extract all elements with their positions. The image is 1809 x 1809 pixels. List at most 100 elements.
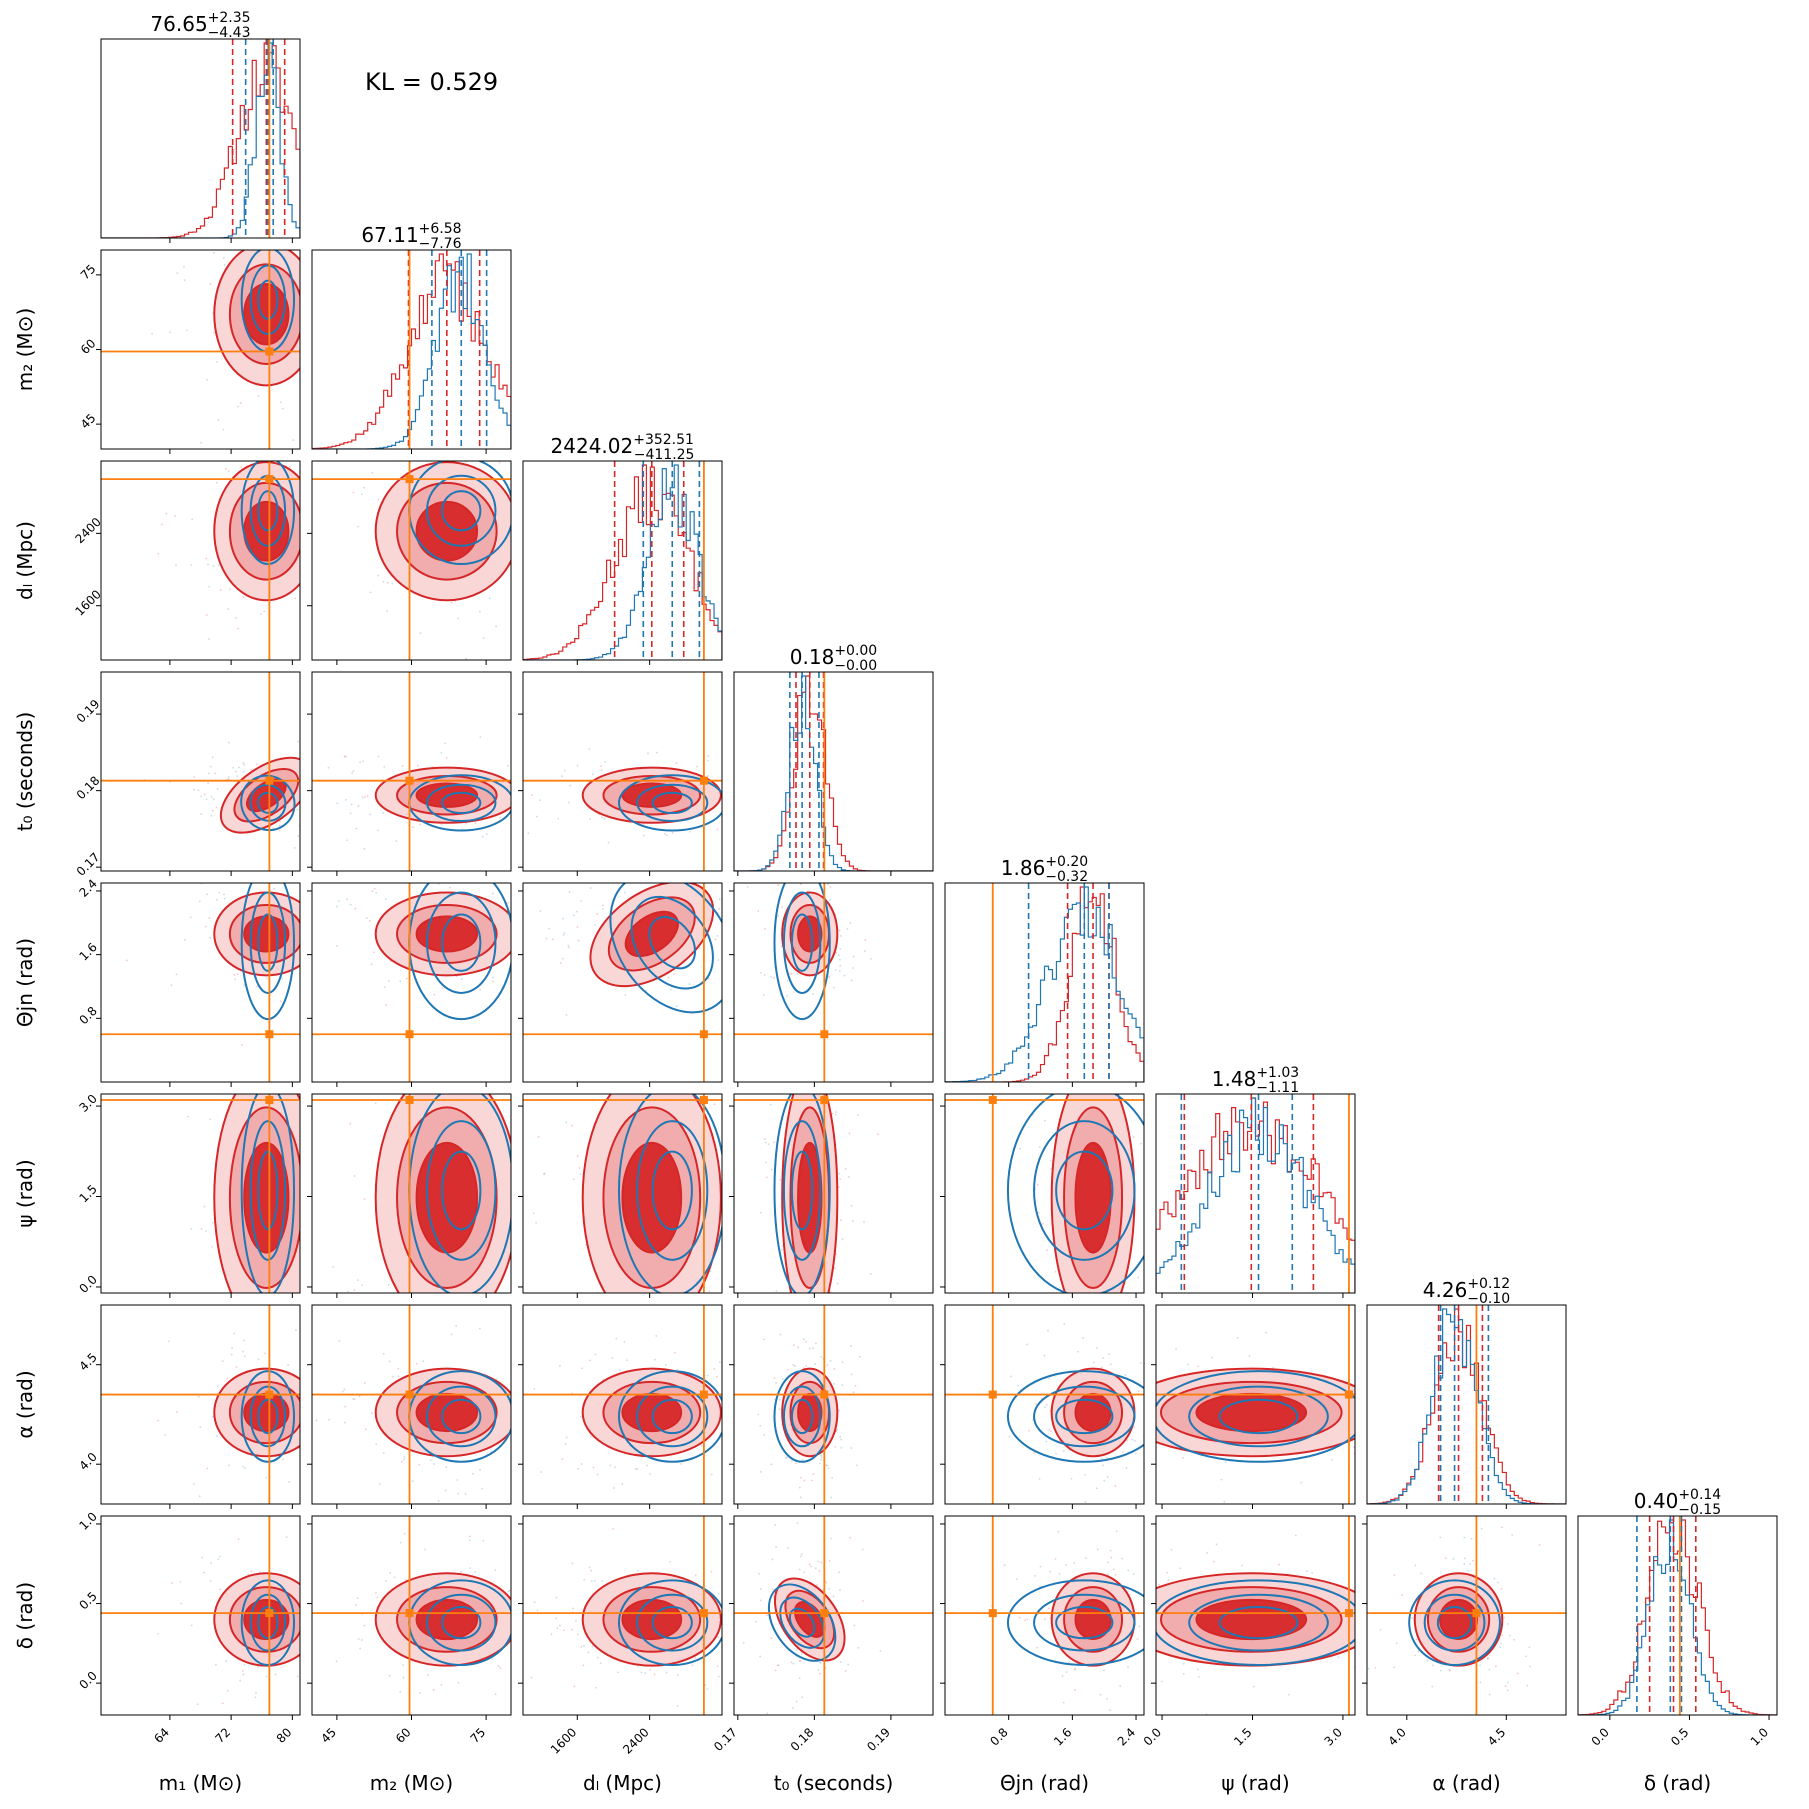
sample-point [826,1464,829,1467]
sample-point [206,1467,209,1470]
sample-point [611,1357,614,1359]
sample-point [1026,1618,1029,1621]
sample-point [1170,1548,1173,1551]
sample-point [1153,1617,1155,1619]
x-tick-label: 0.0 [1589,1725,1612,1748]
panel-frame [522,1515,723,1716]
sample-point [714,938,717,941]
sample-point [1212,1560,1215,1563]
sample-point [760,1415,762,1417]
sample-point [303,864,305,866]
blue-contour-level [782,891,822,994]
y-tick-label: 0.5 [76,1589,99,1612]
panel-frame [311,249,512,450]
sample-point [227,741,230,744]
sample-point [515,570,517,572]
sample-point [1506,1623,1509,1625]
x-tick-label: 0.8 [987,1725,1010,1748]
sample-point [207,772,210,775]
sample-point [351,1240,353,1242]
sample-point [655,1335,658,1337]
sample-point [1025,1391,1027,1393]
sample-point [531,1551,533,1553]
sample-point [717,959,720,962]
sample-point [1362,1417,1364,1419]
sample-point [1140,1667,1142,1669]
red-contour-level [797,915,823,953]
sample-point [295,1329,297,1331]
sample-point [827,883,829,886]
sample-point [1197,1365,1199,1368]
sample-point [571,1628,573,1631]
blue-contour-level [240,883,296,1021]
sample-point [743,949,745,951]
sample-point [649,1668,652,1671]
sample-point [180,1602,183,1605]
sample-point [862,1600,864,1602]
truth-marker [820,1390,829,1399]
sample-point [801,1696,804,1699]
sample-point [803,1348,805,1350]
panel-frame [100,1304,301,1505]
sample-point [796,1346,799,1349]
sample-point [250,768,253,771]
sample-point [657,856,659,858]
sample-point [213,1324,215,1326]
sample-point [418,1475,420,1477]
sample-point [592,1466,595,1469]
sample-point [306,229,308,231]
sample-point [256,985,258,988]
sample-point [241,245,243,247]
sample-point [673,877,675,879]
sample-point [319,574,321,576]
sample-point [516,504,518,506]
sample-point [98,807,100,809]
sample-point [332,1607,334,1609]
sample-point [790,972,793,975]
contour-psi-vs-m2 [307,1079,512,1477]
sample-point [708,1290,711,1293]
blue-contour-level [648,916,697,970]
sample-point [535,1353,537,1355]
sample-point [212,565,215,567]
title-minus: −0.00 [834,658,877,674]
title-minus: −1.11 [1256,1080,1299,1096]
sample-point [328,1418,331,1421]
sample-point [473,1079,475,1081]
sample-point [1079,1507,1081,1509]
sample-point [723,926,725,928]
sample-point [774,1524,776,1527]
sample-point [511,423,513,425]
sample-point [457,1492,460,1495]
sample-point [527,1567,529,1569]
sample-point [562,934,565,936]
sample-point [205,614,208,616]
sample-point [320,1413,322,1415]
sample-point [569,784,572,787]
sample-point [628,1079,630,1081]
sample-point [1516,1672,1519,1675]
sample-point [257,1358,260,1361]
sample-point [456,1479,459,1481]
sample-point [819,1069,821,1071]
blue-contour-level [1006,1579,1144,1666]
sample-point [688,983,691,985]
sample-point [157,1632,160,1635]
sample-point [506,738,508,740]
sample-point [759,1588,762,1590]
sample-point [242,762,245,764]
sample-point [1018,1563,1020,1565]
sample-point [391,582,394,585]
sample-point [1039,1565,1042,1568]
sample-point [495,625,498,628]
sample-point [322,508,324,510]
sample-point [197,1395,200,1398]
sample-point [745,1385,747,1387]
sample-point [324,816,326,818]
sample-point [508,1589,511,1592]
panel-content [312,672,511,871]
sample-point [346,1259,348,1261]
sample-point [319,1429,321,1431]
sample-point [301,1151,303,1153]
